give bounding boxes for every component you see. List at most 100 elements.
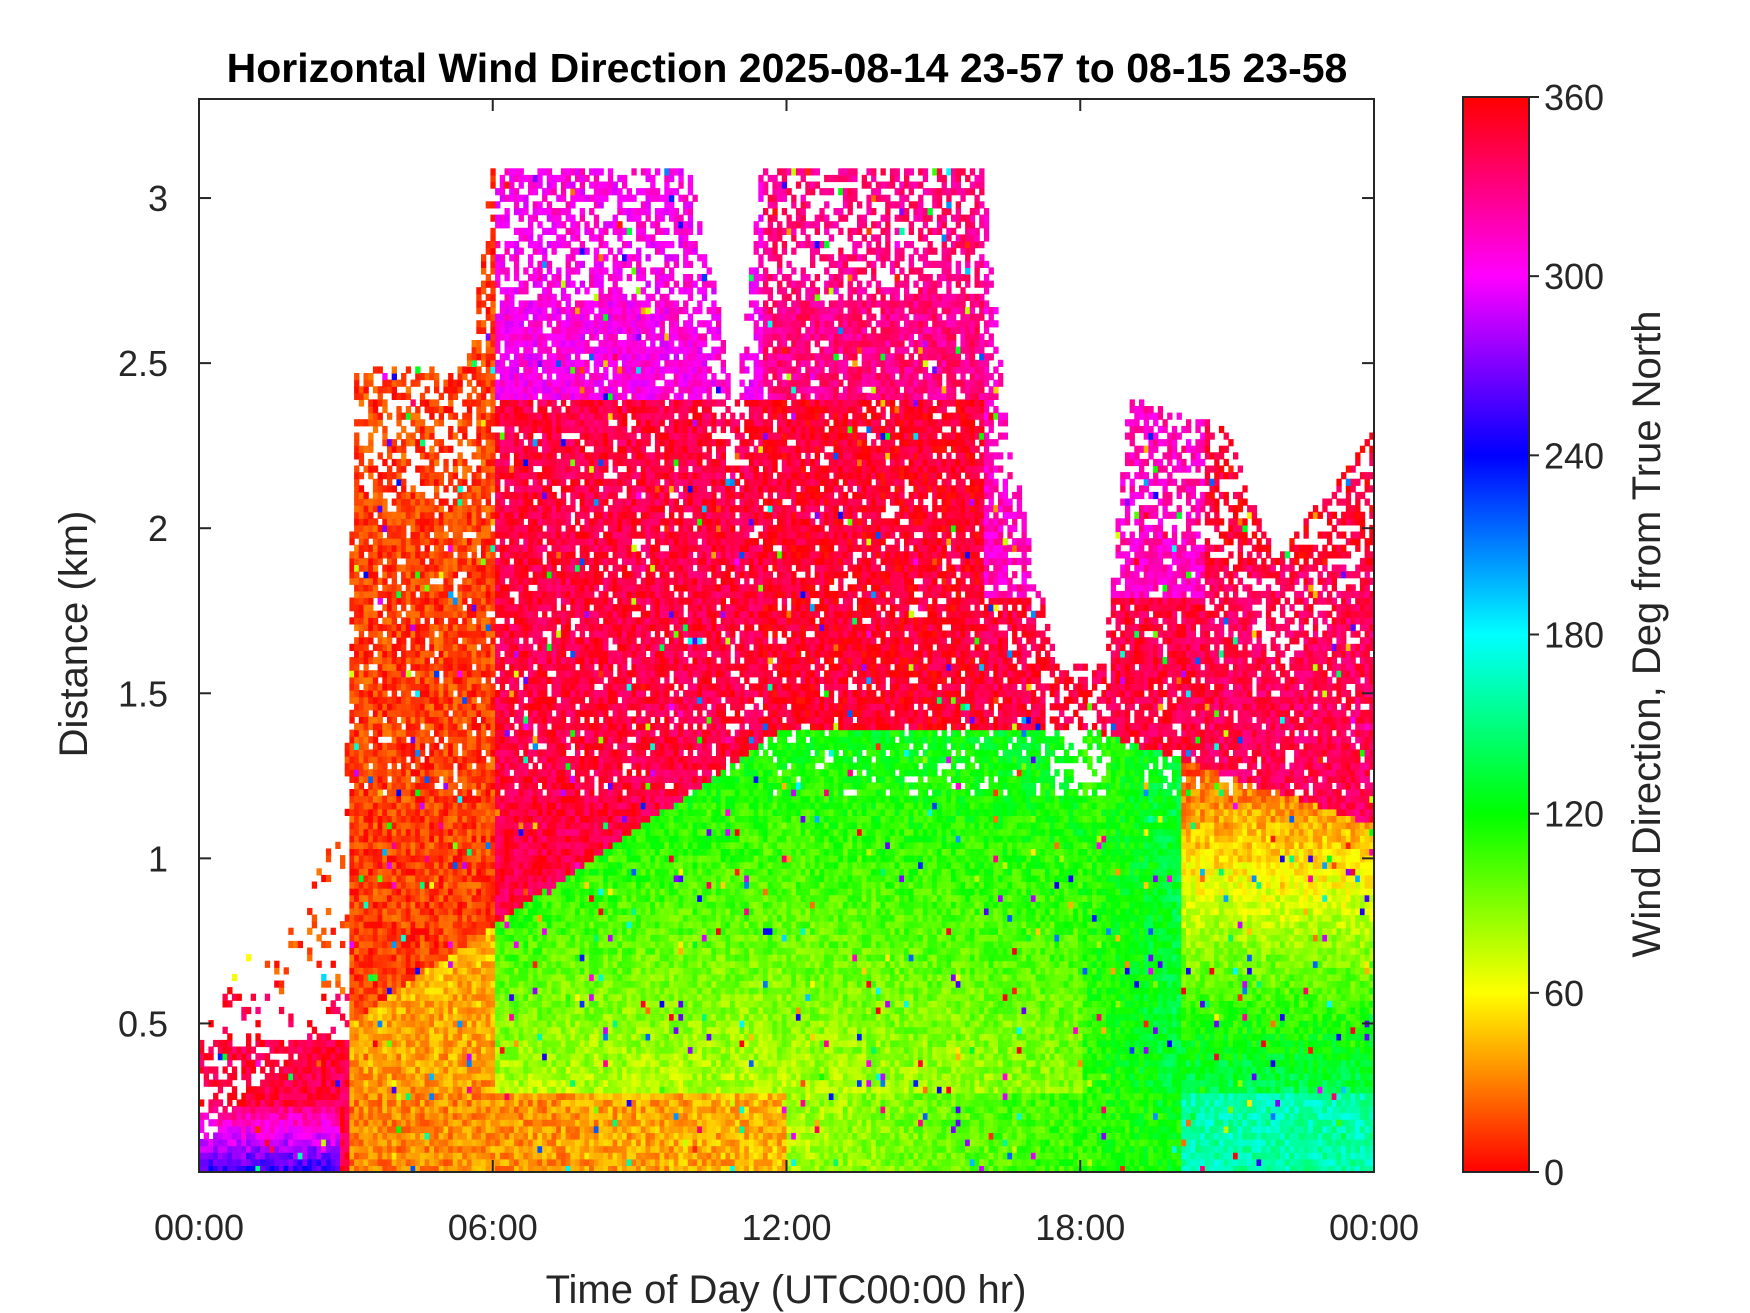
heatmap-cell xyxy=(429,683,435,691)
heatmap-cell xyxy=(490,1152,496,1160)
heatmap-cell xyxy=(448,1158,454,1166)
heatmap-cell xyxy=(363,663,369,671)
heatmap-cell xyxy=(438,1158,444,1166)
heatmap-cell xyxy=(358,551,365,559)
heatmap-cell xyxy=(387,1139,393,1147)
heatmap-cell xyxy=(490,564,496,572)
heatmap-cell xyxy=(448,947,454,955)
heatmap-cell xyxy=(513,498,520,506)
heatmap-cell xyxy=(509,703,515,711)
heatmap-cell xyxy=(509,505,515,513)
heatmap-cell xyxy=(509,564,515,572)
heatmap-cell xyxy=(457,1152,463,1160)
heatmap-cell xyxy=(452,412,459,420)
heatmap-cell xyxy=(448,478,454,486)
heatmap-cell xyxy=(471,769,477,777)
heatmap-cell xyxy=(504,934,510,942)
heatmap-cell xyxy=(368,987,374,995)
heatmap-cell xyxy=(405,987,412,995)
heatmap-cell xyxy=(330,1046,336,1054)
heatmap-cell xyxy=(344,1086,350,1094)
heatmap-cell xyxy=(349,987,355,995)
heatmap-cell xyxy=(523,538,529,546)
heatmap-cell xyxy=(443,445,449,453)
heatmap-cell xyxy=(471,1013,477,1021)
heatmap-cell xyxy=(307,947,313,955)
heatmap-cell xyxy=(448,1165,454,1172)
heatmap-cell xyxy=(457,987,463,995)
heatmap-cell xyxy=(481,987,487,995)
heatmap-cell xyxy=(410,927,416,935)
heatmap-cell xyxy=(372,756,379,764)
heatmap-cell xyxy=(466,1165,473,1172)
heatmap-cell xyxy=(513,808,520,816)
heatmap-cell xyxy=(443,1099,449,1107)
heatmap-cell xyxy=(274,1046,280,1054)
heatmap-cell xyxy=(410,749,416,757)
heatmap-cell xyxy=(340,1119,346,1127)
heatmap-cell xyxy=(466,518,473,526)
heatmap-cell xyxy=(513,194,520,202)
heatmap-cell xyxy=(490,340,496,348)
heatmap-cell xyxy=(504,1132,510,1140)
heatmap-cell xyxy=(438,987,444,995)
heatmap-cell xyxy=(311,1106,318,1114)
heatmap-cell xyxy=(405,564,412,572)
heatmap-cell xyxy=(382,643,388,651)
heatmap-cell xyxy=(222,1066,228,1074)
heatmap-cell xyxy=(499,359,506,367)
heatmap-cell xyxy=(396,1033,402,1041)
heatmap-cell xyxy=(283,1079,289,1087)
heatmap-cell xyxy=(490,914,496,922)
heatmap-cell xyxy=(274,967,280,975)
heatmap-cell xyxy=(307,1066,313,1074)
heatmap-cell xyxy=(391,538,397,546)
heatmap-cell xyxy=(415,597,421,605)
heatmap-cell xyxy=(438,841,444,849)
heatmap-cell xyxy=(278,1086,285,1094)
heatmap-cell xyxy=(368,670,374,678)
heatmap-cell xyxy=(391,954,397,962)
heatmap-cell xyxy=(471,782,477,790)
heatmap-cell xyxy=(490,683,496,691)
heatmap-cell xyxy=(391,690,397,698)
heatmap-cell xyxy=(457,921,463,929)
heatmap-cell xyxy=(372,610,379,618)
heatmap-cell xyxy=(424,399,430,407)
heatmap-cell xyxy=(504,1039,510,1048)
heatmap-cell xyxy=(443,663,449,671)
heatmap-cell xyxy=(302,1119,308,1127)
heatmap-cell xyxy=(434,1059,440,1067)
heatmap-cell xyxy=(452,1125,459,1133)
heatmap-cell xyxy=(495,789,501,797)
heatmap-cell xyxy=(396,901,402,909)
heatmap-cell xyxy=(349,901,355,909)
heatmap-cell xyxy=(293,1059,299,1067)
heatmap-cell xyxy=(401,425,407,434)
heatmap-cell xyxy=(509,1106,515,1114)
heatmap-cell xyxy=(321,1099,327,1107)
heatmap-cell xyxy=(222,1112,228,1120)
heatmap-cell xyxy=(387,439,393,447)
heatmap-cell xyxy=(429,703,435,711)
heatmap-cell xyxy=(344,1112,350,1120)
heatmap-cell xyxy=(448,584,454,592)
heatmap-cell xyxy=(372,406,379,414)
heatmap-cell xyxy=(523,227,529,235)
heatmap-cell xyxy=(476,901,482,909)
heatmap-cell xyxy=(382,690,388,698)
heatmap-cell xyxy=(438,524,444,533)
heatmap-cell xyxy=(499,1079,506,1087)
heatmap-cell xyxy=(523,399,529,407)
heatmap-cell xyxy=(255,1006,261,1015)
heatmap-cell xyxy=(405,960,412,968)
heatmap-cell xyxy=(297,1106,303,1114)
heatmap-cell xyxy=(457,868,463,876)
heatmap-cell xyxy=(377,729,383,737)
heatmap-cell xyxy=(513,1092,520,1100)
heatmap-cell xyxy=(509,657,515,665)
heatmap-cell xyxy=(509,848,515,856)
heatmap-cell xyxy=(382,1059,388,1067)
heatmap-cell xyxy=(495,1145,501,1153)
heatmap-cell xyxy=(434,610,440,618)
